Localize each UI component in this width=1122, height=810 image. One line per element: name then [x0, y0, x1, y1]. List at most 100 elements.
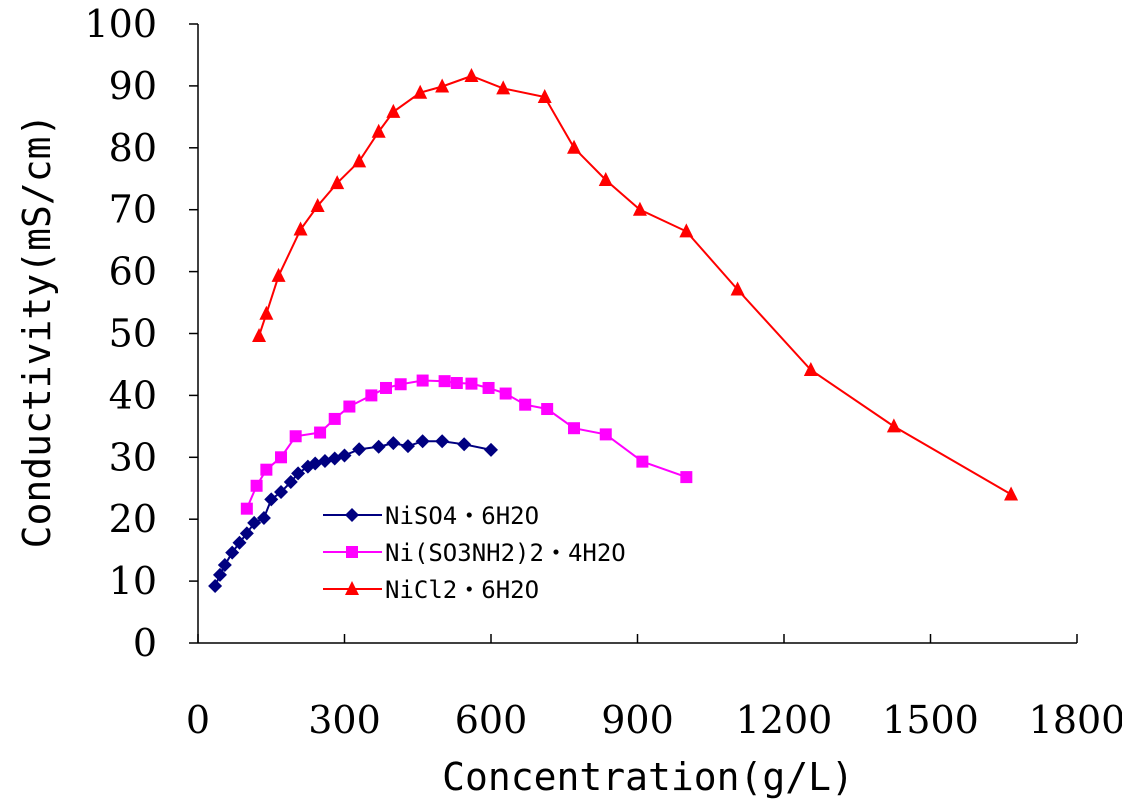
- x-tick-label: 1200: [736, 698, 833, 742]
- data-point: [1004, 486, 1019, 501]
- x-tick-label: 300: [308, 698, 381, 742]
- data-point: [256, 510, 271, 525]
- data-point: [274, 484, 289, 499]
- data-point: [225, 545, 240, 560]
- data-point: [240, 502, 253, 515]
- data-point: [271, 267, 286, 282]
- legend: NiSO4・6H2O Ni(SO3NH2)2・4H2O NiCl2・6H2O: [323, 502, 626, 604]
- data-point: [371, 439, 386, 454]
- data-point: [636, 455, 649, 468]
- legend-label: NiSO4・6H2O: [385, 502, 539, 530]
- legend-label: Ni(SO3NH2)2・4H2O: [385, 539, 626, 567]
- x-tick-label: 600: [455, 698, 528, 742]
- data-point: [308, 456, 323, 471]
- y-tick-label: 0: [133, 621, 157, 665]
- data-point: [464, 67, 479, 82]
- data-point: [352, 442, 367, 457]
- legend-item: NiCl2・6H2O: [323, 576, 539, 604]
- data-point: [413, 84, 428, 99]
- data-point: [496, 80, 511, 95]
- x-tick-label: 1500: [882, 698, 979, 742]
- data-point: [330, 175, 345, 190]
- series-3: [252, 67, 1019, 501]
- axes: [197, 24, 1077, 644]
- x-axis-ticks: 0 300 600 900 1200 1500 1800: [186, 634, 1122, 742]
- data-point: [250, 479, 263, 492]
- data-point: [386, 436, 401, 451]
- data-point: [208, 579, 223, 594]
- data-point: [283, 475, 298, 490]
- data-point: [217, 558, 232, 573]
- data-point: [482, 381, 495, 394]
- data-point: [394, 378, 407, 391]
- legend-marker: [346, 546, 358, 558]
- y-tick-label: 20: [109, 497, 157, 541]
- legend-label: NiCl2・6H2O: [385, 576, 539, 604]
- data-point: [435, 78, 450, 93]
- data-point: [438, 375, 451, 388]
- data-point: [499, 387, 512, 400]
- y-tick-label: 80: [109, 126, 157, 170]
- data-point: [337, 448, 352, 463]
- y-axis-ticks: 0 10 20 30 40 50 60 70 80 90 100: [84, 2, 198, 665]
- data-point: [259, 305, 274, 320]
- data-point: [371, 123, 386, 138]
- data-point: [343, 400, 356, 413]
- x-axis-title: Concentration(g/L): [442, 755, 854, 799]
- data-point: [568, 422, 581, 435]
- data-point: [252, 327, 267, 342]
- legend-item: NiSO4・6H2O: [323, 502, 539, 530]
- x-tick-label: 0: [186, 698, 210, 742]
- data-point: [328, 412, 341, 425]
- y-axis-title: Conductivity(mS/cm): [15, 114, 59, 549]
- data-point: [541, 403, 554, 416]
- data-point: [416, 374, 429, 387]
- data-point: [803, 362, 818, 377]
- y-tick-label: 40: [109, 373, 157, 417]
- data-point: [598, 171, 613, 186]
- data-point: [310, 197, 325, 212]
- legend-item: Ni(SO3NH2)2・4H2O: [323, 539, 626, 567]
- data-point: [415, 434, 430, 449]
- data-point: [730, 281, 745, 296]
- data-point: [380, 381, 393, 394]
- data-point: [465, 377, 478, 390]
- data-point: [450, 377, 463, 390]
- series-line: [258, 74, 1012, 496]
- y-tick-label: 10: [109, 559, 157, 603]
- data-point: [239, 526, 254, 541]
- data-point: [291, 466, 306, 481]
- data-point: [365, 389, 378, 402]
- data-point: [212, 567, 227, 582]
- legend-marker: [345, 508, 359, 522]
- data-point: [317, 454, 332, 469]
- data-point: [484, 442, 498, 457]
- data-point: [567, 139, 582, 154]
- data-point: [289, 430, 302, 443]
- y-tick-label: 60: [109, 250, 157, 294]
- data-point: [599, 428, 612, 441]
- data-point: [519, 398, 532, 411]
- data-point: [435, 434, 450, 449]
- data-point: [386, 103, 401, 118]
- series-2: [240, 374, 693, 515]
- x-tick-label: 900: [601, 698, 674, 742]
- data-point: [457, 437, 472, 452]
- y-tick-label: 30: [109, 435, 157, 479]
- x-tick-label: 1800: [1029, 698, 1122, 742]
- legend-marker: [345, 581, 359, 595]
- series-layer: [208, 67, 1019, 594]
- data-point: [275, 451, 288, 464]
- data-point: [400, 439, 415, 454]
- y-tick-label: 70: [109, 188, 157, 232]
- y-tick-label: 90: [109, 64, 157, 108]
- data-point: [264, 492, 279, 507]
- data-point: [537, 89, 552, 104]
- data-point: [632, 201, 647, 216]
- data-point: [680, 471, 693, 484]
- series-1: [208, 434, 498, 594]
- y-tick-label: 50: [109, 312, 157, 356]
- data-point: [352, 153, 367, 168]
- data-point: [679, 223, 694, 238]
